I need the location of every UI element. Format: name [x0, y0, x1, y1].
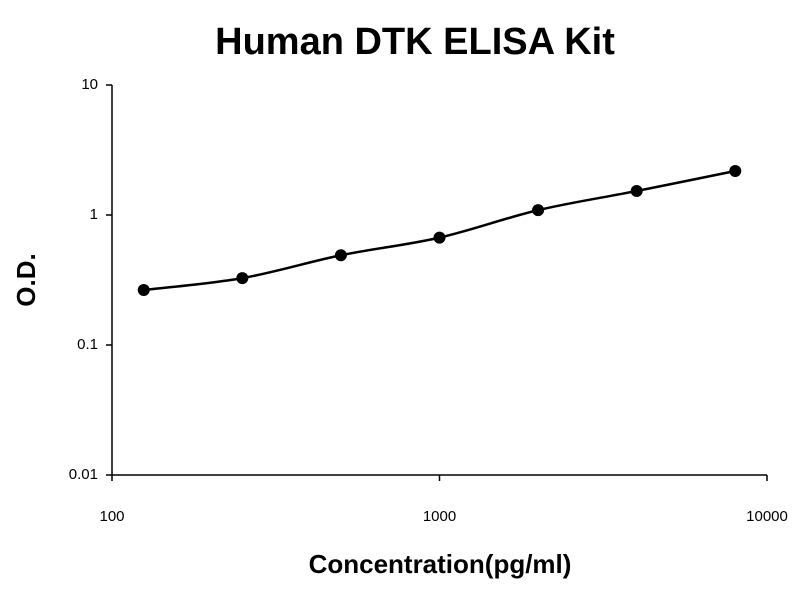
y-tick-label: 0.1: [77, 336, 98, 353]
x-axis-title: Concentration(pg/ml): [309, 549, 572, 579]
data-point: [433, 231, 446, 244]
x-tick-label: 1000: [423, 508, 456, 525]
y-tick-label: 10: [81, 76, 98, 93]
data-point: [532, 204, 545, 217]
y-tick-label: 1: [90, 206, 98, 223]
data-point: [630, 184, 643, 197]
data-point: [729, 165, 742, 178]
data-point: [236, 272, 249, 285]
data-point: [137, 283, 150, 296]
x-tick-label: 10000: [746, 508, 788, 525]
data-point: [334, 249, 347, 262]
x-tick-label: 100: [99, 508, 124, 525]
y-tick-label: 0.01: [69, 466, 98, 483]
y-axis-title: O.D.: [11, 253, 41, 306]
fit-curve: [143, 169, 736, 292]
chart-title: Human DTK ELISA Kit: [215, 21, 615, 63]
